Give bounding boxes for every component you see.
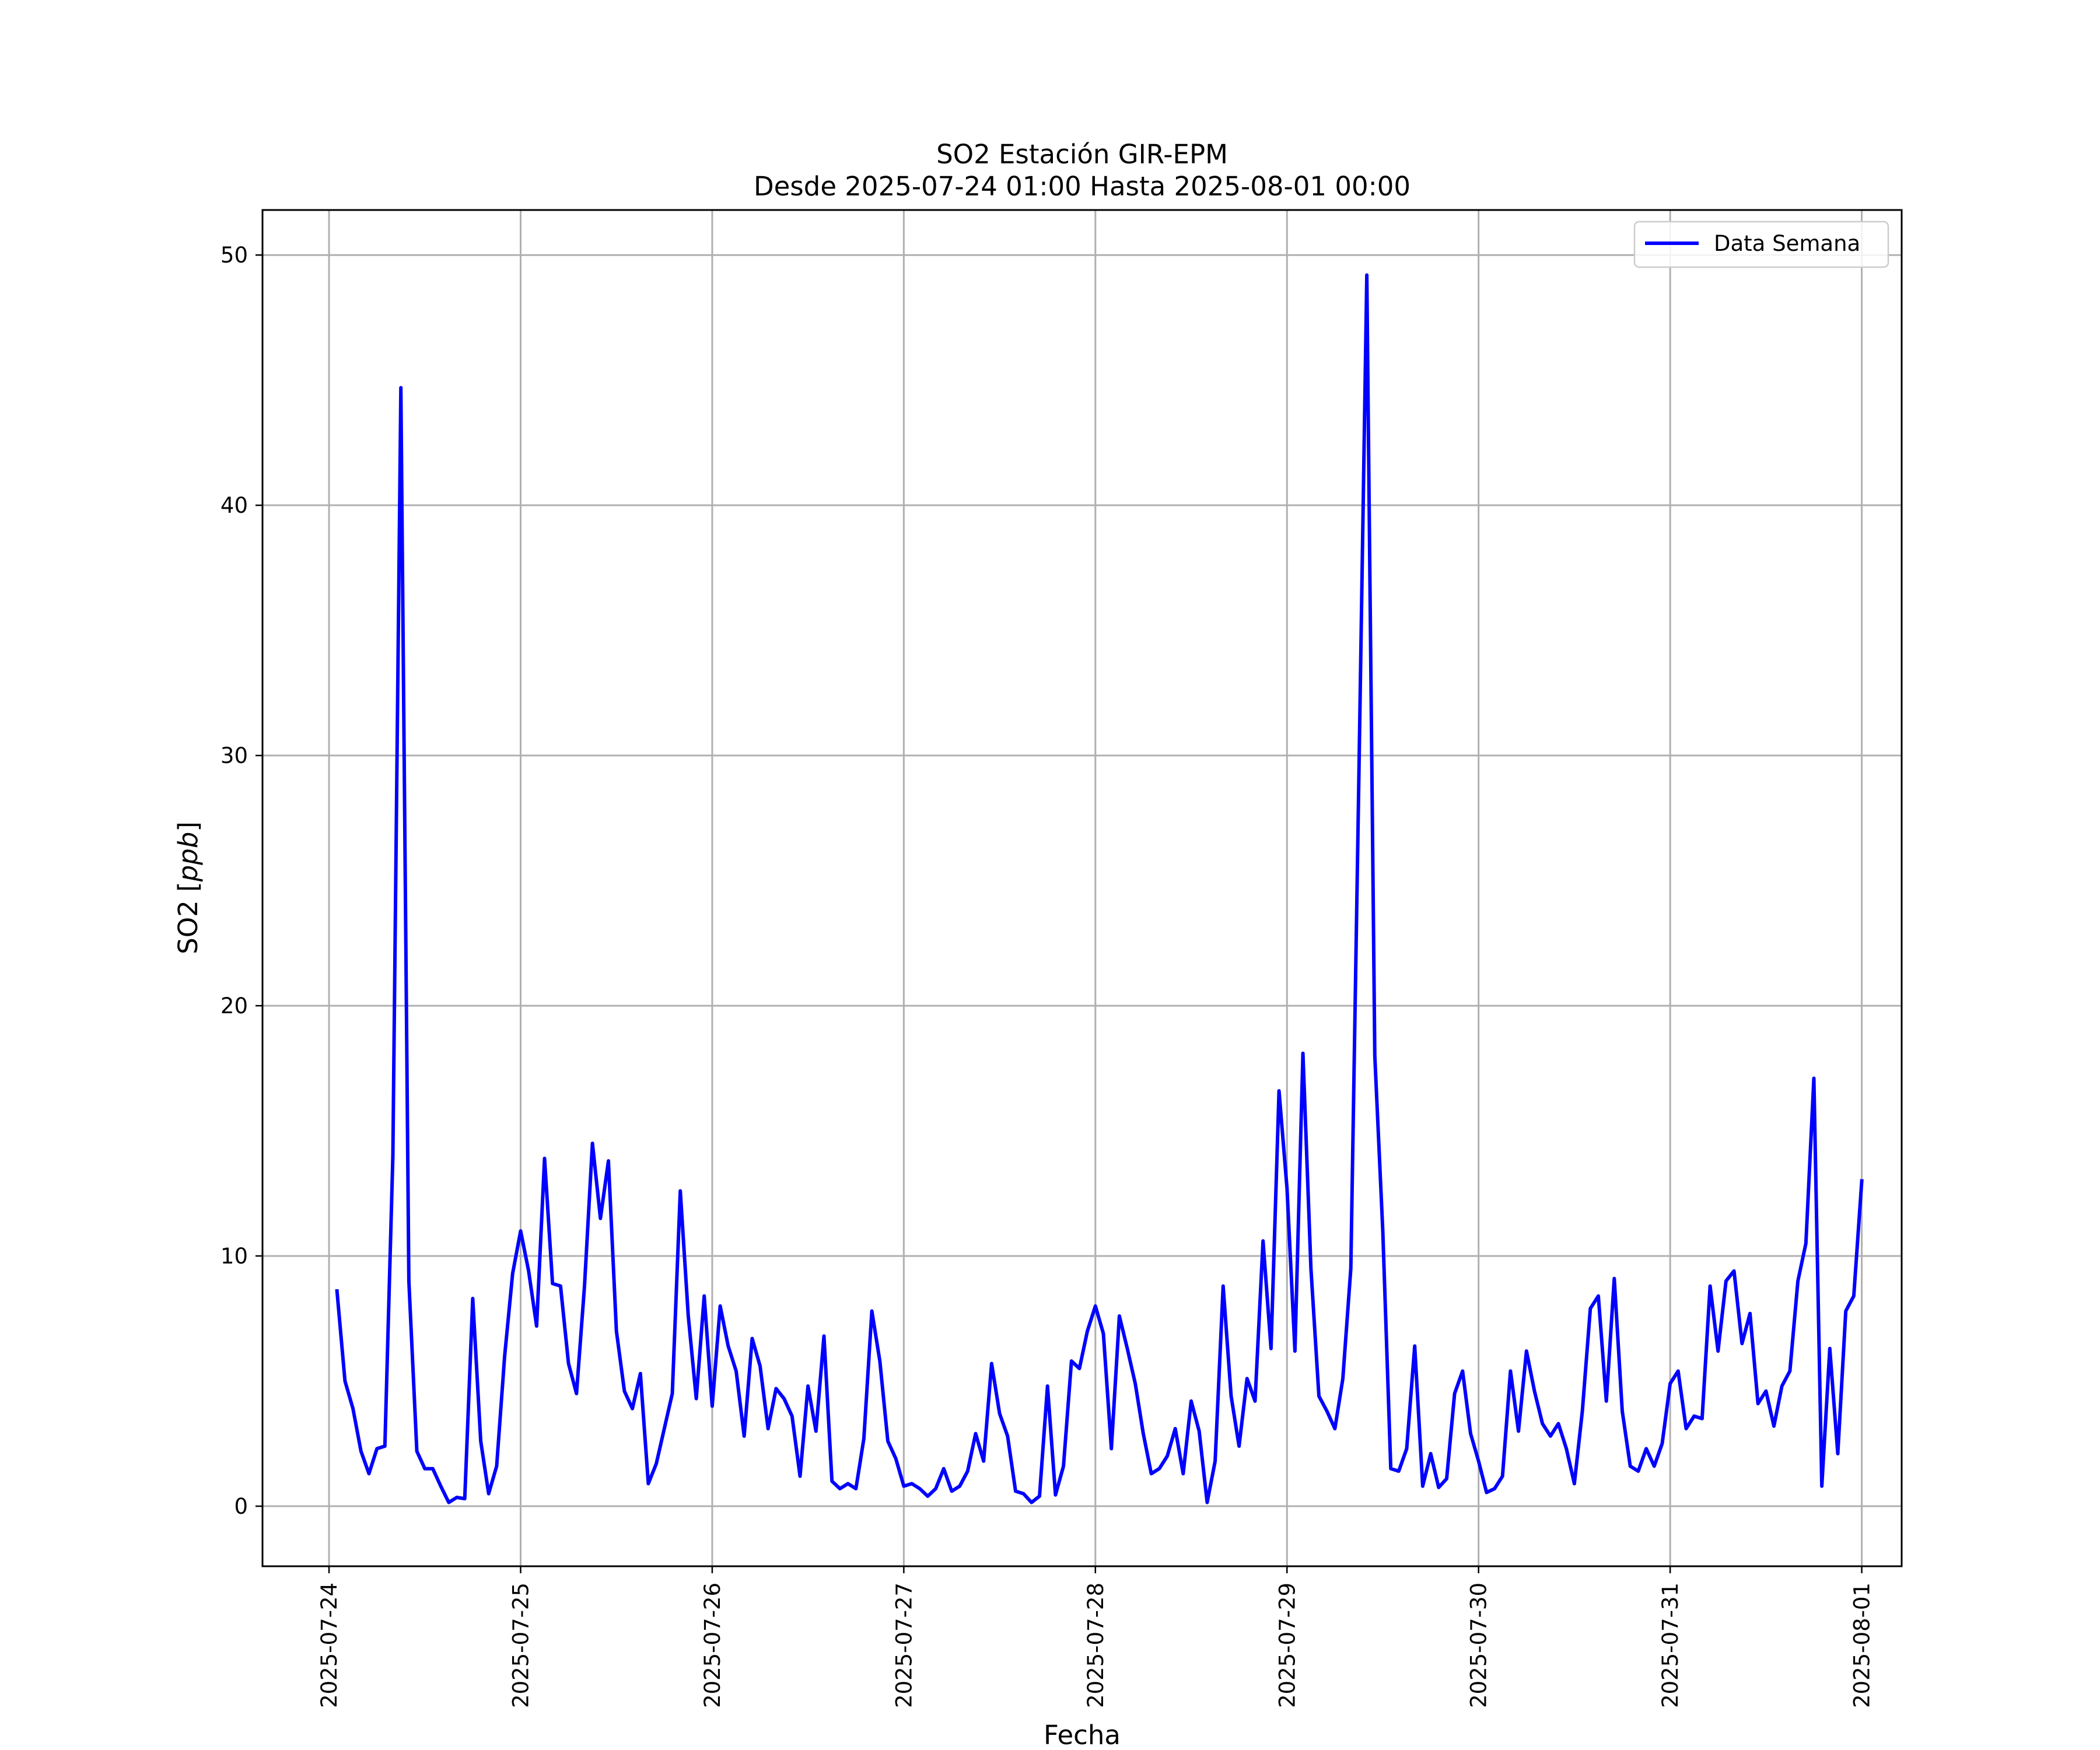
x-tick-label-7: 2025-07-31 [1658,1583,1683,1708]
y-axis-label-suffix: ] [173,821,204,832]
x-tick-label-8: 2025-08-01 [1850,1583,1875,1708]
x-axis-ticks: 2025-07-24 2025-07-25 2025-07-26 2025-07-27… [317,1566,1875,1708]
x-tick-label-5: 2025-07-29 [1275,1583,1300,1708]
series-line-0 [335,273,1864,1504]
y-axis-label-unit: ppb [173,832,204,883]
y-axis-ticks: 0 10 20 30 40 50 [220,243,262,1519]
y-axis-label: SO2 [ppb] [173,821,204,954]
plot-frame [261,209,1903,1567]
y-axis-label-prefix: SO2 [ [173,881,204,954]
y-tick-label-3: 30 [220,743,248,768]
x-tick-label-6: 2025-07-30 [1466,1583,1492,1708]
chart-subtitle: Desde 2025-07-24 01:00 Hasta 2025-08-01 … [754,171,1410,202]
y-tick-label-0: 0 [234,1494,248,1519]
x-tick-label-3: 2025-07-27 [891,1583,916,1708]
legend-frame [1633,220,1889,268]
y-tick-label-2: 20 [220,993,248,1019]
grid [262,210,1902,1566]
x-axis-label: Fecha [1044,1720,1121,1750]
x-tick-label-4: 2025-07-28 [1083,1583,1108,1708]
y-tick-label-1: 10 [220,1244,248,1269]
legend-label: Data Semana [1714,231,1860,256]
y-tick-label-4: 40 [220,493,248,518]
x-tick-label-2: 2025-07-26 [700,1583,725,1708]
series-layer [335,273,1864,1504]
x-tick-label-1: 2025-07-25 [508,1583,533,1708]
legend: Data Semana [1633,220,1889,268]
chart-title: SO2 Estación GIR-EPM [936,139,1228,170]
y-tick-label-5: 50 [220,243,248,268]
x-tick-label-0: 2025-07-24 [317,1583,342,1708]
